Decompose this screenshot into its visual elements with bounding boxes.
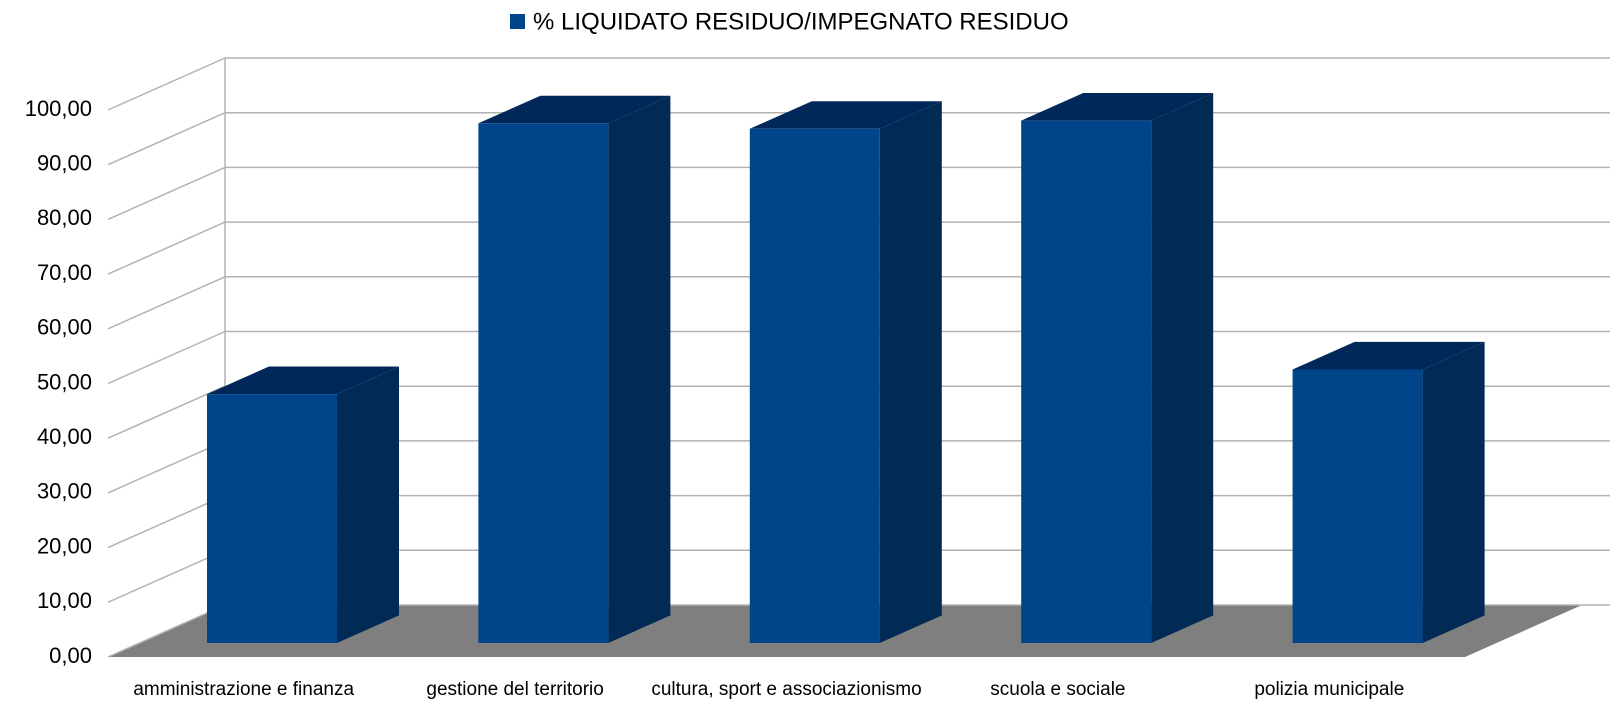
x-tick-label: polizia municipale (1254, 679, 1404, 700)
y-tick-label: 70,00 (37, 260, 92, 285)
bar-top (1292, 341, 1485, 370)
grid-line (107, 112, 226, 166)
x-tick-label: amministrazione e finanza (133, 679, 354, 700)
y-tick-label: 10,00 (37, 588, 92, 613)
y-tick-label: 100,00 (25, 96, 92, 121)
bar-side (336, 366, 399, 643)
grid-line (107, 604, 226, 658)
y-tick-label: 0,00 (49, 643, 92, 668)
bar-top (478, 95, 671, 124)
grid-line (107, 385, 226, 439)
bar (1292, 341, 1485, 643)
y-tick-label: 40,00 (37, 424, 92, 449)
bar-side (1151, 93, 1214, 643)
bar-top (206, 366, 399, 395)
bar (206, 366, 399, 643)
bar (1021, 93, 1214, 643)
y-tick-label: 50,00 (37, 369, 92, 394)
x-tick-label: scuola e sociale (990, 679, 1125, 700)
grid-line (107, 549, 226, 603)
y-tick-label: 60,00 (37, 315, 92, 340)
bar-side (879, 101, 942, 643)
bar-side (608, 95, 671, 643)
grid-line (107, 440, 226, 494)
bar-front (1292, 369, 1423, 643)
bar-front (478, 123, 609, 643)
legend-swatch (510, 14, 525, 29)
x-tick-label: gestione del territorio (426, 679, 603, 700)
grid-line (107, 221, 226, 275)
grid-line (107, 57, 226, 111)
bar-front (749, 128, 880, 643)
y-tick-label: 80,00 (37, 205, 92, 230)
bar-top (749, 101, 942, 129)
grid-line (107, 330, 226, 385)
y-tick-label: 20,00 (37, 533, 92, 558)
grid-line (107, 276, 226, 330)
y-tick-label: 90,00 (37, 151, 92, 176)
x-tick-label: cultura, sport e associazionismo (651, 679, 921, 700)
bar-top (1021, 93, 1214, 121)
y-tick-label: 30,00 (37, 479, 92, 504)
bar-front (1021, 120, 1152, 643)
bar (478, 95, 671, 643)
bar-front (206, 394, 337, 643)
grid-line (107, 494, 226, 549)
legend-label: % LIQUIDATO RESIDUO/IMPEGNATO RESIDUO (533, 8, 1069, 35)
bar (749, 101, 942, 643)
grid-line (107, 166, 226, 221)
bar-side (1422, 341, 1485, 643)
